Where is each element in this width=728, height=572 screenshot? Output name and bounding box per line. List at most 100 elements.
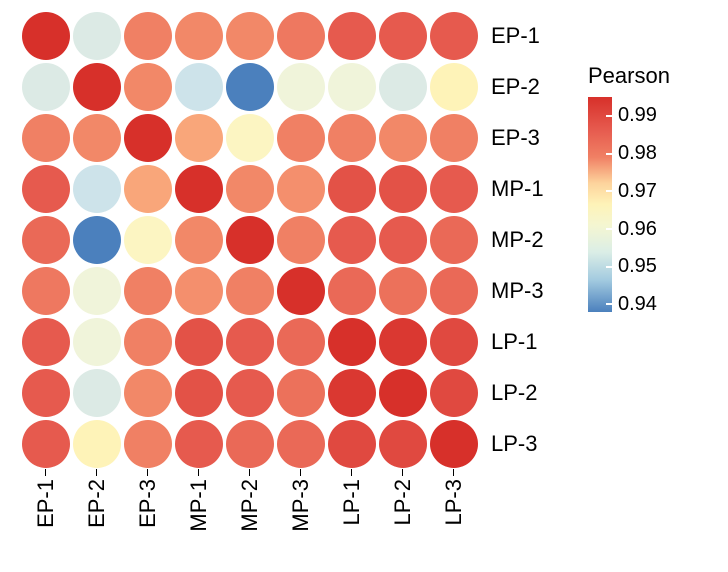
x-tick: [428, 469, 479, 476]
heatmap-cell: [122, 10, 173, 61]
heatmap-cell: [428, 10, 479, 61]
heatmap-cell: [326, 418, 377, 469]
column-label-text: LP-1: [339, 479, 365, 525]
heatmap-dot: [379, 165, 427, 213]
heatmap-cell: [20, 316, 71, 367]
heatmap-dot: [328, 114, 376, 162]
x-tick-mark: [96, 469, 97, 476]
legend-colorbar: [588, 97, 612, 312]
heatmap-cell: [326, 112, 377, 163]
heatmap-cell: [326, 316, 377, 367]
heatmap-dot: [379, 12, 427, 60]
heatmap-cell: [377, 265, 428, 316]
heatmap-dot: [277, 12, 325, 60]
heatmap-dot: [73, 369, 121, 417]
column-label: LP-2: [377, 479, 428, 532]
heatmap-dot: [379, 267, 427, 315]
heatmap-cell: [275, 265, 326, 316]
heatmap-cell: [173, 367, 224, 418]
heatmap-cell: [428, 112, 479, 163]
heatmap-cell: [275, 10, 326, 61]
heatmap-dot: [175, 318, 223, 366]
heatmap-dot: [226, 420, 274, 468]
heatmap-cell: [326, 10, 377, 61]
row-label: LP-3: [491, 418, 544, 469]
heatmap-cell: [20, 112, 71, 163]
heatmap-cell: [224, 418, 275, 469]
x-tick: [20, 469, 71, 476]
heatmap-cell: [326, 265, 377, 316]
heatmap-dot: [22, 216, 70, 264]
column-label: MP-1: [173, 479, 224, 532]
legend-tick-label: 0.95: [618, 255, 657, 278]
column-label-text: MP-3: [288, 479, 314, 532]
heatmap-cell: [377, 214, 428, 265]
heatmap-dot: [226, 216, 274, 264]
heatmap-cell: [275, 61, 326, 112]
heatmap-dot: [226, 369, 274, 417]
heatmap-dot: [226, 12, 274, 60]
legend-body: 0.990.980.970.960.950.94: [588, 97, 678, 312]
heatmap-dot: [73, 267, 121, 315]
legend-tick-mark: [606, 303, 612, 305]
legend-tick-mark: [606, 190, 612, 192]
heatmap-dot: [22, 165, 70, 213]
x-tick: [122, 469, 173, 476]
heatmap-dot: [175, 165, 223, 213]
heatmap-cell: [122, 316, 173, 367]
heatmap-dot: [328, 12, 376, 60]
x-tick-mark: [198, 469, 199, 476]
x-tick-mark: [147, 469, 148, 476]
heatmap-dot: [226, 114, 274, 162]
heatmap-cell: [428, 265, 479, 316]
heatmap-dot: [226, 165, 274, 213]
column-label-text: LP-2: [390, 479, 416, 525]
heatmap-dot: [277, 216, 325, 264]
heatmap-dot: [175, 114, 223, 162]
heatmap-cell: [326, 163, 377, 214]
heatmap-cell: [122, 61, 173, 112]
heatmap-dot: [430, 318, 478, 366]
heatmap-cell: [20, 214, 71, 265]
column-label: LP-3: [428, 479, 479, 532]
x-tick: [275, 469, 326, 476]
row-label: EP-1: [491, 10, 544, 61]
heatmap-dot: [124, 267, 172, 315]
heatmap-dot: [430, 114, 478, 162]
heatmap-cell: [173, 214, 224, 265]
heatmap-cell: [326, 61, 377, 112]
legend-tick-mark: [606, 153, 612, 155]
heatmap-cell: [173, 316, 224, 367]
heatmap-dot: [22, 12, 70, 60]
heatmap-dot: [379, 420, 427, 468]
heatmap-area: [20, 10, 479, 469]
heatmap-cell: [122, 367, 173, 418]
heatmap-dot: [175, 63, 223, 111]
heatmap-cell: [71, 112, 122, 163]
heatmap-dot: [22, 318, 70, 366]
heatmap-cell: [71, 265, 122, 316]
heatmap-cell: [71, 61, 122, 112]
x-tick: [71, 469, 122, 476]
heatmap-dot: [175, 420, 223, 468]
heatmap-cell: [122, 214, 173, 265]
legend-tick-label: 0.98: [618, 142, 657, 165]
column-label-text: MP-2: [237, 479, 263, 532]
row-label: LP-1: [491, 316, 544, 367]
heatmap-dot: [73, 165, 121, 213]
heatmap-cell: [224, 61, 275, 112]
heatmap-dot: [379, 318, 427, 366]
color-legend: Pearson 0.990.980.970.960.950.94: [588, 63, 678, 312]
heatmap-dot: [277, 267, 325, 315]
heatmap-cell: [173, 418, 224, 469]
heatmap-dot: [226, 267, 274, 315]
heatmap-cell: [122, 112, 173, 163]
x-tick: [326, 469, 377, 476]
column-label: MP-2: [224, 479, 275, 532]
heatmap-cell: [224, 163, 275, 214]
heatmap-dot: [277, 420, 325, 468]
x-tick-mark: [351, 469, 352, 476]
row-label: EP-2: [491, 61, 544, 112]
heatmap-dot: [175, 267, 223, 315]
row-label: MP-1: [491, 163, 544, 214]
